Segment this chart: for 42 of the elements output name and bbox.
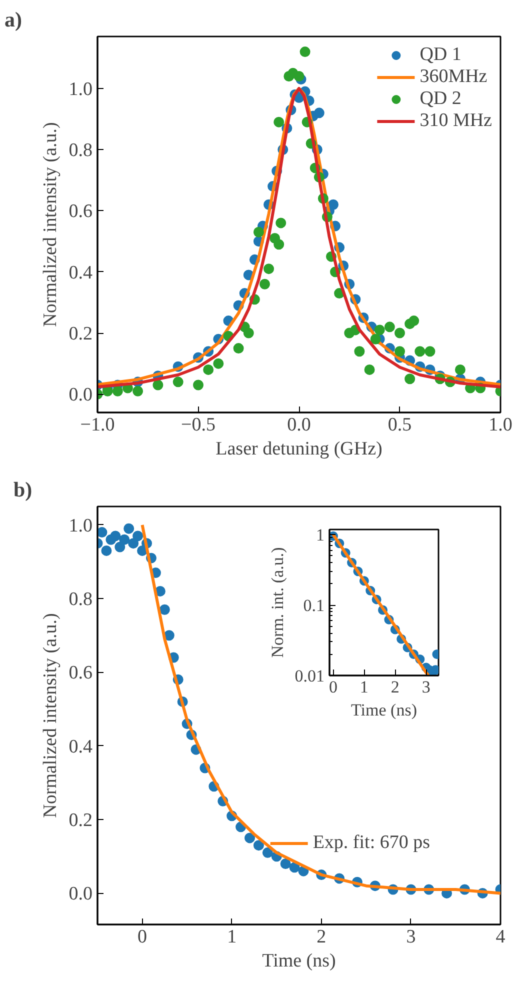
x-tick-label: 1.0 — [488, 414, 512, 436]
chart-title: b) — [14, 478, 32, 502]
x-tick-label: 0 — [138, 926, 148, 948]
legend-label: 310 MHz — [420, 110, 492, 132]
y-tick-label: 0.8 — [68, 140, 92, 162]
x-tick-label: 4 — [496, 926, 506, 948]
y-tick-label: 0.4 — [68, 262, 93, 284]
legend-label: 360MHz — [420, 66, 488, 88]
y-tick-label: 0.4 — [68, 736, 93, 758]
x-tick-label: 0.5 — [388, 414, 412, 436]
y-tick-label: 1.0 — [68, 78, 92, 100]
y-axis-title: Norm. int. (a.u.) — [268, 547, 287, 658]
x-tick-label: 3 — [422, 678, 430, 696]
y-tick-label: 0.2 — [68, 324, 92, 345]
legend-label: QD 2 — [420, 88, 462, 110]
x-tick-label: 2 — [316, 926, 326, 948]
x-tick-label: 2 — [390, 678, 400, 696]
y-tick-label: 0.8 — [68, 589, 92, 610]
x-tick-label: 1 — [227, 926, 237, 948]
y-tick-label: 0.6 — [68, 662, 92, 684]
x-tick-label: 0.0 — [287, 414, 311, 436]
legend-label: Exp. fit: 670 ps — [312, 832, 430, 854]
y-tick-label: 0.01 — [294, 666, 324, 686]
y-axis-title: Normalized intensity (a.u.) — [40, 613, 61, 818]
y-tick-label: 0.1 — [303, 596, 324, 616]
x-tick-label: 3 — [406, 926, 416, 948]
x-tick-label: −1.0 — [80, 414, 115, 436]
y-tick-label: 0.0 — [68, 884, 92, 905]
y-tick-label: 0.6 — [68, 201, 92, 222]
y-tick-label: 1.0 — [68, 515, 92, 536]
x-tick-label: −0.5 — [181, 414, 216, 436]
x-axis-title: Laser detuning (GHz) — [216, 438, 382, 460]
chart-title: a) — [4, 8, 22, 32]
y-tick-label: 0.2 — [68, 810, 92, 832]
legend-label: QD 1 — [420, 44, 462, 66]
x-tick-label: 1 — [360, 678, 368, 696]
x-axis-title: Time (ns) — [262, 950, 336, 972]
y-axis-title: Normalized intensity (a.u.) — [40, 122, 61, 327]
y-tick-label: 1 — [316, 526, 324, 545]
y-tick-label: 0.0 — [68, 384, 92, 406]
x-tick-label: 0 — [328, 678, 338, 696]
x-axis-title: Time (ns) — [351, 700, 417, 720]
